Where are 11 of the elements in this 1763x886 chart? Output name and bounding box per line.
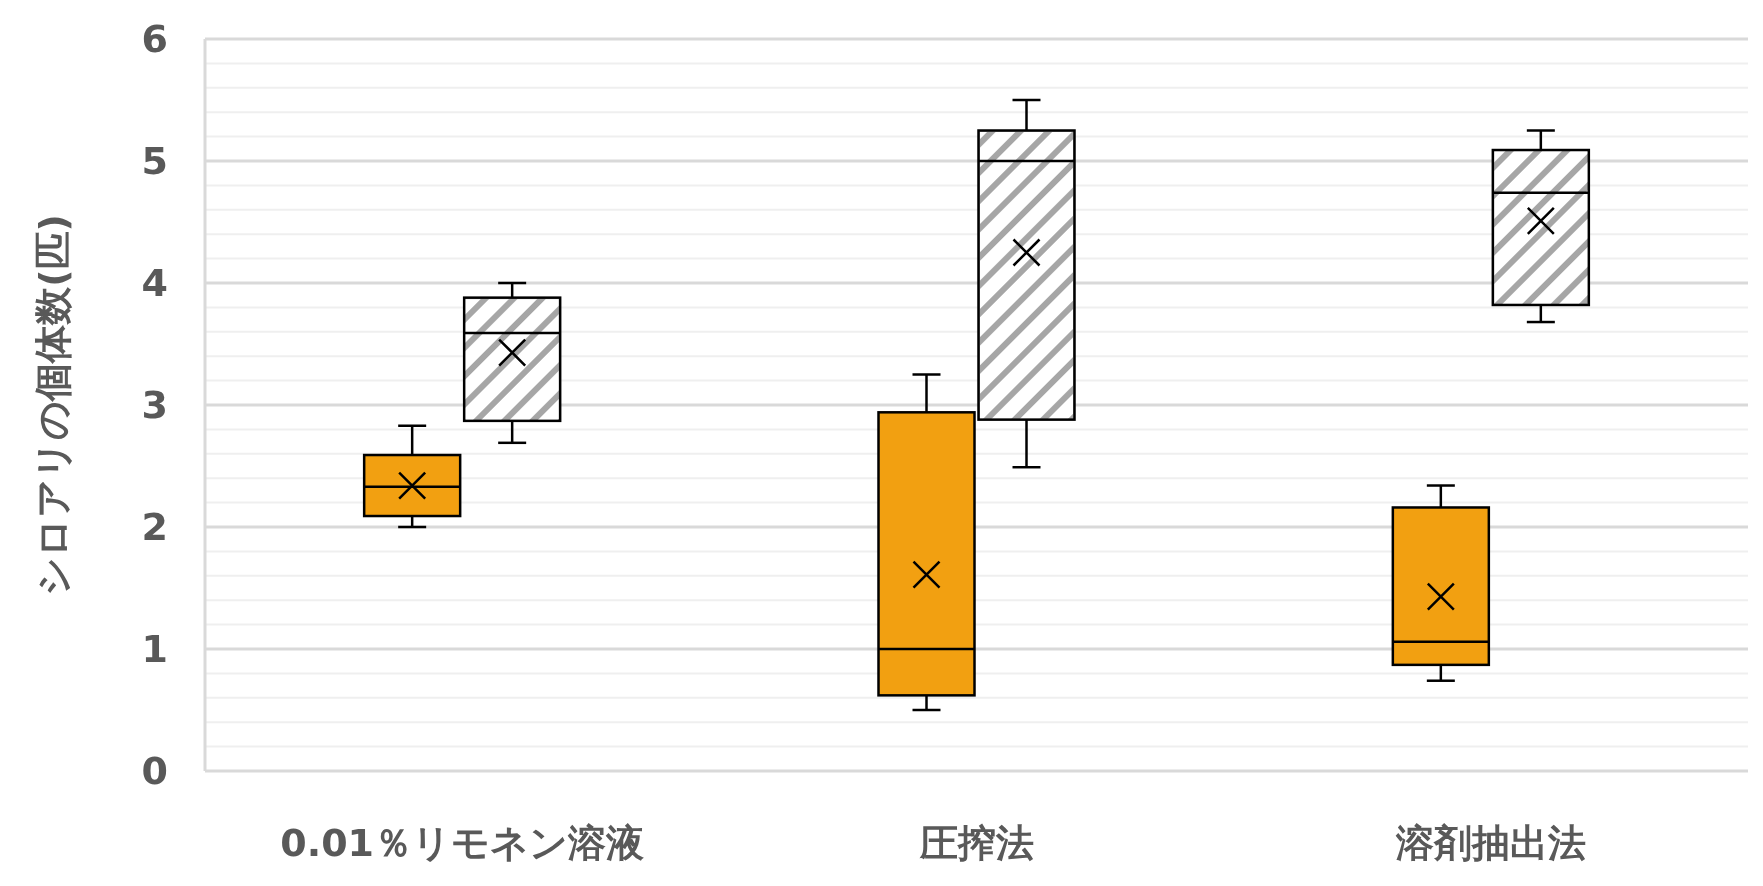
y-tick-label: 3 — [141, 383, 168, 428]
y-tick-label: 5 — [141, 139, 168, 184]
y-tick-label: 2 — [141, 505, 168, 550]
y-tick-label: 4 — [141, 261, 168, 306]
y-tick-label: 6 — [141, 17, 168, 62]
x-tick-label: 溶剤抽出法 — [1394, 821, 1586, 865]
x-tick-label: 0.01％リモネン溶液 — [280, 821, 645, 865]
x-tick-label: 圧搾法 — [918, 821, 1034, 865]
y-tick-label: 1 — [141, 627, 168, 672]
y-axis-title: シロアリの個体数(匹) — [31, 214, 75, 596]
y-tick-label: 0 — [141, 749, 168, 794]
